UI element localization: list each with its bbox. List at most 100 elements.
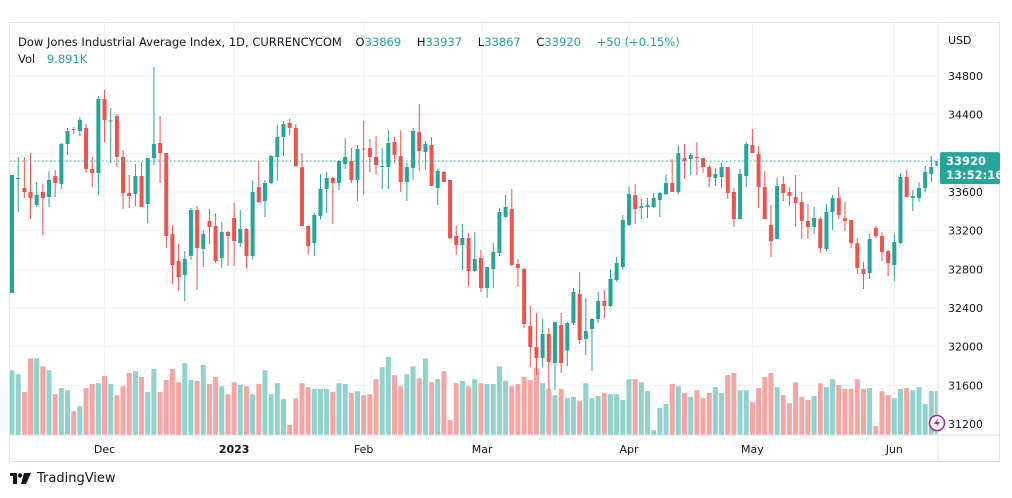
candle[interactable] <box>614 257 619 282</box>
candle[interactable] <box>244 228 249 269</box>
candle[interactable] <box>620 215 625 270</box>
candle[interactable] <box>460 223 465 271</box>
candle[interactable] <box>830 194 835 230</box>
candle[interactable] <box>71 127 76 134</box>
candle[interactable] <box>404 163 409 201</box>
candle[interactable] <box>318 174 323 220</box>
candle[interactable] <box>596 292 601 323</box>
candle[interactable] <box>102 90 107 143</box>
candle[interactable] <box>10 174 14 294</box>
candle[interactable] <box>805 203 810 239</box>
candle[interactable] <box>707 165 712 188</box>
candle[interactable] <box>312 213 317 256</box>
candle[interactable] <box>34 182 39 207</box>
candle[interactable] <box>639 199 644 220</box>
candle[interactable] <box>540 319 545 368</box>
candle[interactable] <box>22 157 27 198</box>
candle[interactable] <box>559 313 564 374</box>
candle[interactable] <box>719 163 724 189</box>
candle[interactable] <box>96 96 101 195</box>
candle[interactable] <box>812 206 817 235</box>
candle[interactable] <box>77 116 82 137</box>
candle[interactable] <box>306 226 311 255</box>
candle[interactable] <box>114 113 119 168</box>
candle[interactable] <box>349 148 354 184</box>
candle[interactable] <box>762 171 767 220</box>
candle[interactable] <box>867 234 872 279</box>
time-axis[interactable]: Dec 2023 Feb Mar Apr May Jun <box>94 443 903 456</box>
candle[interactable] <box>682 144 687 180</box>
candle[interactable] <box>59 142 64 190</box>
candle[interactable] <box>398 130 403 192</box>
candle[interactable] <box>657 192 662 218</box>
candle[interactable] <box>158 116 163 184</box>
candle[interactable] <box>466 232 471 287</box>
symbol-title[interactable]: Dow Jones Industrial Average Index, 1D, … <box>18 35 342 49</box>
candle[interactable] <box>275 125 280 181</box>
candle[interactable] <box>627 186 631 227</box>
candle[interactable] <box>633 184 638 224</box>
candle[interactable] <box>916 182 921 203</box>
candle[interactable] <box>534 313 539 375</box>
candle[interactable] <box>256 160 261 204</box>
candle[interactable] <box>108 107 113 163</box>
candle[interactable] <box>40 184 45 236</box>
candle[interactable] <box>768 205 773 258</box>
candle[interactable] <box>855 238 860 275</box>
candle[interactable] <box>188 208 193 261</box>
candle[interactable] <box>491 243 496 288</box>
candle[interactable] <box>133 164 138 207</box>
candle[interactable] <box>756 145 761 209</box>
candle[interactable] <box>787 187 792 207</box>
tradingview-logo[interactable]: TradingView <box>10 471 116 486</box>
candle[interactable] <box>898 173 903 245</box>
candle[interactable] <box>386 130 391 190</box>
candle[interactable] <box>16 157 21 213</box>
candle[interactable] <box>84 124 89 174</box>
candle[interactable] <box>121 150 126 210</box>
candle[interactable] <box>392 136 397 163</box>
candle[interactable] <box>904 170 909 198</box>
candle[interactable] <box>441 171 446 183</box>
candle[interactable] <box>454 226 459 256</box>
candle[interactable] <box>725 167 730 200</box>
candle[interactable] <box>713 168 718 187</box>
candle[interactable] <box>929 156 934 183</box>
candle[interactable] <box>343 138 348 169</box>
candle[interactable] <box>269 154 274 185</box>
candle[interactable] <box>744 142 749 188</box>
candle[interactable] <box>429 136 434 187</box>
candle[interactable] <box>676 145 681 195</box>
candle[interactable] <box>886 250 891 277</box>
candle[interactable] <box>910 190 915 212</box>
candle[interactable] <box>879 232 884 262</box>
candle[interactable] <box>330 177 335 224</box>
candle[interactable] <box>602 290 607 319</box>
candle[interactable] <box>232 203 237 267</box>
candle[interactable] <box>448 180 453 239</box>
candle[interactable] <box>299 153 304 227</box>
candle[interactable] <box>170 225 175 285</box>
candle[interactable] <box>281 121 286 157</box>
candle[interactable] <box>701 158 706 174</box>
candle[interactable] <box>53 170 58 198</box>
candle[interactable] <box>583 298 588 355</box>
candle[interactable] <box>355 145 360 201</box>
candle[interactable] <box>781 176 786 201</box>
candle[interactable] <box>849 220 854 249</box>
candle[interactable] <box>608 269 613 308</box>
candle[interactable] <box>374 136 379 175</box>
candle[interactable] <box>861 261 866 290</box>
candle[interactable] <box>238 209 243 248</box>
candle[interactable] <box>651 193 656 209</box>
candle[interactable] <box>577 272 582 345</box>
candle[interactable] <box>589 318 594 372</box>
candle[interactable] <box>688 153 693 175</box>
candle[interactable] <box>750 129 755 154</box>
candle[interactable] <box>892 232 897 282</box>
candle[interactable] <box>65 128 70 155</box>
candle[interactable] <box>571 287 576 326</box>
candle[interactable] <box>923 165 928 192</box>
candle[interactable] <box>201 229 206 268</box>
